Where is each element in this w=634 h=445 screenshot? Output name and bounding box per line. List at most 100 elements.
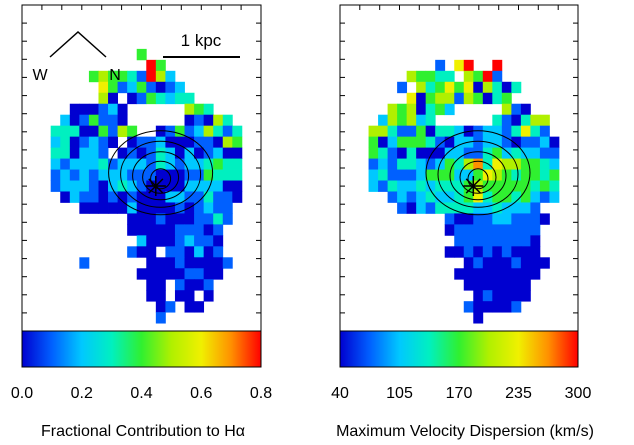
heatmap-cell [511, 191, 522, 203]
heatmap-cell [511, 268, 522, 280]
heatmap-cell [511, 246, 522, 258]
heatmap-cell [194, 125, 205, 138]
heatmap-cell [222, 180, 233, 192]
heatmap-cell [108, 158, 118, 170]
heatmap-cell [416, 169, 427, 181]
heatmap-cell [50, 136, 61, 149]
heatmap-cell [50, 125, 61, 138]
heatmap-cell [416, 125, 427, 138]
heatmap-cell [60, 147, 71, 159]
heatmap-cell [203, 191, 214, 203]
heatmap-cell [463, 70, 474, 83]
heatmap-cell [117, 169, 128, 181]
heatmap-cell [174, 136, 185, 149]
heatmap-cell [165, 191, 176, 203]
heatmap-cell [444, 103, 455, 116]
heatmap-cell [378, 114, 388, 127]
heatmap-cell [492, 70, 503, 83]
heatmap-cell [454, 81, 465, 94]
heatmap-cell [416, 202, 427, 214]
heatmap-cell [387, 136, 398, 149]
heatmap-cell [203, 180, 214, 192]
heatmap-cell [184, 136, 195, 149]
heatmap-cell [155, 224, 166, 236]
heatmap-cell [232, 147, 243, 159]
heatmap-cell [482, 246, 493, 258]
heatmap-cell [98, 180, 109, 192]
heatmap-cell [88, 180, 99, 192]
heatmap-cell [184, 213, 195, 225]
heatmap-cell [165, 180, 176, 192]
heatmap-cell [539, 125, 550, 138]
heatmap-cell [213, 235, 224, 247]
heatmap-cell [444, 81, 455, 94]
star-marker-right [463, 176, 484, 196]
heatmap-cell [378, 158, 388, 170]
heatmap-cell [473, 235, 484, 247]
heatmap-cell [530, 202, 541, 214]
heatmap-cell [194, 202, 205, 214]
heatmap-cell [520, 169, 531, 181]
heatmap-cell [406, 169, 417, 181]
heatmap-cell [194, 246, 205, 258]
heatmap-cell [60, 158, 71, 170]
heatmap-cell [501, 257, 512, 269]
heatmap-cell [444, 224, 455, 236]
heatmap-cell [378, 147, 388, 159]
axis-ticks-left [22, 5, 261, 314]
heatmap-cell [501, 158, 512, 170]
heatmap-cell [501, 224, 512, 236]
heatmap-cell [387, 125, 398, 138]
heatmap-cell [454, 92, 465, 105]
heatmap-cell [69, 103, 80, 116]
heatmap-cell [444, 125, 455, 138]
heatmap-cell [454, 202, 465, 214]
colorbar-label-left: Fractional Contribution to Hα [41, 423, 245, 440]
heatmap-cell [213, 224, 224, 236]
heatmap-cell [501, 180, 512, 192]
heatmap-cell [463, 268, 474, 280]
heatmap-cell [425, 114, 436, 127]
heatmap-cell [463, 81, 474, 94]
colorbar-tick-label: 170 [446, 385, 473, 402]
heatmap-cell [473, 202, 484, 214]
heatmap-cell [530, 213, 541, 225]
heatmap-cell [416, 114, 427, 127]
heatmap-cell [155, 312, 166, 324]
heatmap-cell [165, 92, 176, 105]
heatmap-cell [165, 268, 176, 280]
heatmap-cell [520, 191, 531, 203]
heatmap-cell [492, 279, 503, 291]
heatmap-cell [136, 147, 147, 159]
heatmap-cell [530, 268, 541, 280]
heatmap-cell [117, 103, 128, 116]
heatmap-cell [146, 224, 157, 236]
heatmap-cell [482, 290, 493, 302]
heatmap-cell [127, 246, 138, 258]
heatmap-cell [520, 136, 531, 149]
heatmap-cell [174, 290, 185, 302]
heatmap-cell [482, 81, 493, 94]
heatmap-cell [213, 114, 224, 127]
heatmap-cell [482, 235, 493, 247]
heatmap-cell [203, 268, 214, 280]
heatmap-cell [549, 169, 560, 181]
colorbar-gradient-left [21, 330, 262, 368]
heatmap-cell [174, 257, 185, 269]
heatmap-cell [127, 136, 138, 149]
heatmap-cell [69, 136, 80, 149]
heatmap-cell [406, 158, 417, 170]
heatmap-cell [492, 246, 503, 258]
heatmap-cell [79, 147, 90, 159]
contours-left [108, 130, 214, 216]
heatmap-cell [492, 301, 503, 313]
heatmap-cell [174, 191, 185, 203]
heatmap-cell [165, 301, 176, 313]
colorbar-label-right: Maximum Velocity Dispersion (km/s) [336, 423, 594, 440]
heatmap-cell [492, 180, 503, 192]
heatmap-cell [425, 180, 436, 192]
heatmap-cell [492, 257, 503, 269]
heatmap-cell [511, 224, 522, 236]
heatmap-cell [108, 103, 118, 116]
heatmap-cell [117, 70, 128, 83]
